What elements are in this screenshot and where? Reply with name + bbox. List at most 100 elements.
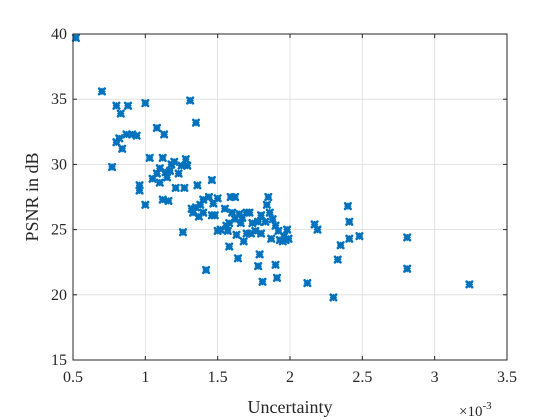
data-markers bbox=[71, 33, 474, 302]
x-tick-label: 0.5 bbox=[63, 369, 83, 386]
data-point bbox=[313, 225, 322, 234]
y-tick-label: 40 bbox=[51, 26, 67, 43]
data-point bbox=[170, 157, 179, 166]
x-axis-label: Uncertainty bbox=[248, 397, 333, 417]
data-point bbox=[141, 99, 150, 108]
data-point bbox=[155, 178, 164, 187]
x-tick-label: 2.5 bbox=[352, 369, 372, 386]
data-point bbox=[228, 208, 237, 217]
data-point bbox=[271, 260, 280, 269]
data-point bbox=[232, 230, 241, 239]
data-point bbox=[71, 33, 80, 43]
data-point bbox=[355, 232, 364, 241]
data-point bbox=[283, 225, 292, 234]
data-point bbox=[186, 96, 195, 105]
data-point bbox=[267, 234, 276, 243]
data-point bbox=[181, 155, 190, 164]
data-point bbox=[165, 166, 175, 176]
y-axis-label: PSNR in dB bbox=[22, 152, 42, 241]
data-point bbox=[207, 175, 216, 185]
data-point bbox=[258, 277, 267, 286]
data-point bbox=[123, 101, 133, 110]
data-point bbox=[174, 169, 183, 178]
data-point bbox=[112, 101, 121, 110]
data-point bbox=[191, 118, 201, 127]
x-tick-label: 3 bbox=[431, 369, 439, 386]
data-point bbox=[245, 208, 254, 217]
data-point bbox=[465, 280, 474, 289]
data-point bbox=[132, 131, 141, 140]
data-point bbox=[256, 229, 266, 238]
x-tick-label: 2 bbox=[286, 369, 294, 386]
data-point bbox=[223, 226, 232, 236]
x-tick-label: 1 bbox=[141, 369, 149, 386]
data-point bbox=[272, 273, 282, 282]
data-point bbox=[345, 234, 354, 243]
data-point bbox=[233, 254, 243, 263]
data-point bbox=[255, 250, 264, 259]
data-point bbox=[225, 242, 234, 251]
data-point bbox=[262, 200, 271, 209]
data-point bbox=[343, 202, 352, 211]
data-point bbox=[265, 208, 274, 217]
data-point bbox=[264, 192, 273, 202]
data-point bbox=[152, 123, 162, 132]
data-point bbox=[248, 218, 257, 228]
data-point bbox=[160, 130, 169, 139]
data-point bbox=[162, 173, 172, 182]
data-point bbox=[254, 217, 263, 226]
data-point bbox=[403, 233, 412, 242]
data-point bbox=[122, 130, 131, 139]
data-point bbox=[180, 183, 189, 192]
data-point bbox=[204, 192, 214, 202]
data-point bbox=[329, 293, 338, 302]
data-point bbox=[230, 192, 240, 202]
data-point bbox=[210, 211, 219, 220]
data-point bbox=[164, 196, 173, 206]
data-point bbox=[107, 162, 117, 172]
data-point bbox=[178, 228, 188, 237]
data-point bbox=[254, 262, 263, 271]
x-multiplier-exponent: -3 bbox=[482, 400, 492, 412]
data-point bbox=[118, 144, 127, 153]
x-tick-label: 3.5 bbox=[497, 369, 517, 386]
data-point bbox=[199, 208, 208, 217]
data-point bbox=[155, 164, 164, 173]
x-tick-label: 1.5 bbox=[208, 369, 228, 386]
data-point bbox=[177, 161, 186, 170]
data-point bbox=[116, 109, 125, 118]
data-point bbox=[97, 87, 107, 96]
data-point bbox=[171, 183, 180, 192]
data-point bbox=[216, 225, 225, 234]
data-point bbox=[158, 153, 167, 162]
x-axis-multiplier: ×10-3 bbox=[459, 400, 492, 420]
data-point bbox=[239, 237, 248, 246]
y-tick-label: 35 bbox=[51, 91, 67, 108]
data-point bbox=[213, 194, 222, 203]
data-point bbox=[268, 215, 277, 224]
y-tick-label: 20 bbox=[51, 287, 67, 304]
axis-ticks: 0.5 1 1.5 2 2.5 3 3.5 15 20 25 30 35 40 bbox=[51, 26, 517, 386]
data-point bbox=[333, 255, 342, 264]
data-point bbox=[345, 217, 354, 226]
data-point bbox=[256, 211, 266, 220]
data-point bbox=[193, 181, 202, 190]
y-tick-label: 30 bbox=[51, 156, 67, 173]
data-point bbox=[303, 278, 312, 288]
y-tick-label: 15 bbox=[51, 352, 67, 369]
data-point bbox=[183, 161, 192, 170]
data-point bbox=[284, 234, 293, 243]
data-point bbox=[141, 200, 150, 209]
data-point bbox=[336, 241, 345, 250]
data-point bbox=[220, 204, 229, 213]
data-point bbox=[115, 134, 124, 143]
data-point bbox=[135, 186, 144, 195]
data-point bbox=[145, 153, 154, 162]
y-tick-label: 25 bbox=[51, 222, 67, 239]
data-point bbox=[201, 265, 211, 275]
data-point bbox=[403, 264, 412, 273]
data-point bbox=[225, 218, 234, 228]
x-multiplier-base: ×10 bbox=[459, 404, 482, 420]
data-point bbox=[261, 217, 270, 226]
